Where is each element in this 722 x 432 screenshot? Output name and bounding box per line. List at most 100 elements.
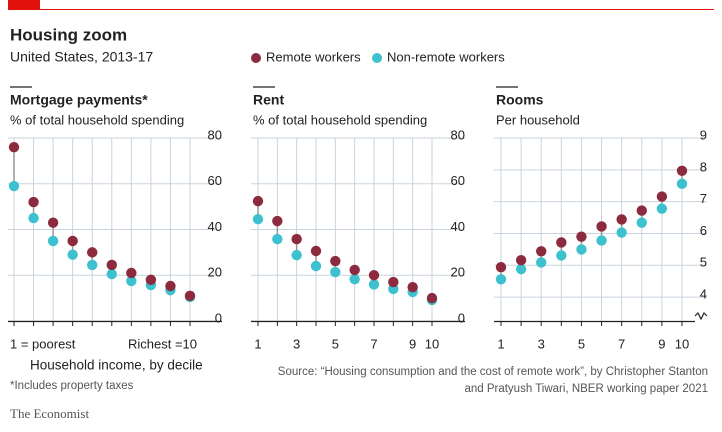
panel-subtitle: % of total household spending [253, 112, 427, 127]
dot [556, 250, 567, 261]
x-tick-label: 3 [538, 336, 545, 351]
dot [87, 259, 98, 271]
dot [616, 214, 627, 225]
dot [515, 255, 527, 266]
axis-break [694, 311, 708, 321]
panel-subtitle: Per household [496, 112, 580, 127]
y-tick-label: 0 [215, 310, 222, 325]
y-tick-label: 8 [700, 159, 707, 174]
x-tick-label: 5 [332, 336, 339, 351]
panel-title: Rooms [496, 92, 544, 108]
dot [388, 276, 399, 288]
dot [576, 231, 587, 242]
brand-tag [8, 0, 40, 9]
dot [272, 215, 283, 227]
dot [47, 235, 59, 247]
y-tick-label: 60 [451, 173, 465, 188]
legend-label: Non-remote workers [387, 49, 505, 64]
dot [47, 217, 59, 228]
dot [87, 247, 98, 258]
dot [368, 270, 380, 281]
y-tick-label: 20 [208, 265, 222, 280]
dot [252, 214, 264, 225]
x-tick-label: 1 [254, 336, 261, 351]
dot [165, 280, 176, 292]
x-axis-label: Household income, by decile [30, 358, 203, 373]
dot [28, 212, 39, 224]
y-tick-label: 7 [700, 191, 707, 206]
dot [596, 221, 607, 232]
y-tick-label: 60 [208, 173, 222, 188]
x-tick-label: 10 [675, 336, 689, 351]
dot [536, 246, 547, 257]
chart-title: Housing zoom [10, 25, 127, 44]
y-tick-label: 40 [451, 219, 465, 234]
dot [349, 264, 360, 276]
x-tick-label: Richest =10 [128, 336, 197, 351]
x-tick-label: 10 [425, 336, 439, 351]
dot [184, 290, 196, 302]
x-tick-label: 7 [370, 336, 377, 351]
y-tick-label: 80 [208, 127, 222, 142]
dot [106, 259, 117, 271]
x-tick-label: 9 [658, 336, 665, 351]
source: and Pratyush Tiwari, NBER working paper … [464, 383, 708, 395]
x-tick-label: 1 [497, 336, 504, 351]
legend-label: Remote workers [266, 49, 361, 64]
y-tick-label: 4 [700, 287, 707, 302]
dot [272, 233, 283, 245]
dot [368, 279, 380, 290]
dot [106, 268, 117, 280]
dot [310, 245, 322, 257]
dot [28, 196, 39, 208]
dot [515, 263, 527, 275]
y-tick-label: 40 [208, 219, 222, 234]
y-tick-label: 9 [700, 127, 707, 142]
panel-title: Mortgage payments* [10, 92, 148, 108]
source: Source: “Housing consumption and the cos… [278, 366, 708, 378]
brand: The Economist [10, 406, 89, 421]
dot [495, 274, 507, 285]
dot [291, 233, 302, 245]
dot [676, 165, 688, 176]
dot [8, 141, 20, 153]
dot [67, 249, 78, 260]
dot [310, 260, 322, 272]
x-tick-label: 5 [578, 336, 585, 351]
legend-swatch [372, 53, 382, 63]
dot [676, 178, 688, 190]
y-tick-label: 0 [458, 310, 465, 325]
dot [126, 267, 137, 279]
dot [407, 281, 418, 293]
dot [656, 191, 668, 202]
dot [616, 227, 627, 238]
dot [8, 180, 20, 192]
x-tick-label: 1 = poorest [10, 336, 76, 351]
dot [330, 266, 341, 278]
dot [126, 275, 137, 287]
x-tick-label: 9 [409, 336, 416, 351]
dot [596, 235, 607, 246]
dot [67, 235, 78, 247]
dot [576, 244, 587, 255]
chart-subtitle: United States, 2013-17 [10, 49, 153, 65]
y-tick-label: 80 [451, 127, 465, 142]
dot [145, 274, 157, 286]
panel-subtitle: % of total household spending [10, 112, 184, 127]
dot [656, 203, 668, 214]
dot [536, 257, 547, 268]
y-tick-label: 6 [700, 223, 707, 238]
dot [495, 262, 507, 273]
dot [349, 273, 360, 285]
footnote: *Includes property taxes [10, 380, 134, 392]
dot [636, 217, 647, 228]
dot [330, 255, 341, 267]
y-tick-label: 20 [451, 265, 465, 280]
y-tick-label: 5 [700, 255, 707, 270]
dot [426, 292, 438, 304]
x-tick-label: 3 [293, 336, 300, 351]
dot [252, 195, 264, 207]
panel-title: Rent [253, 92, 284, 108]
dot [636, 205, 647, 216]
